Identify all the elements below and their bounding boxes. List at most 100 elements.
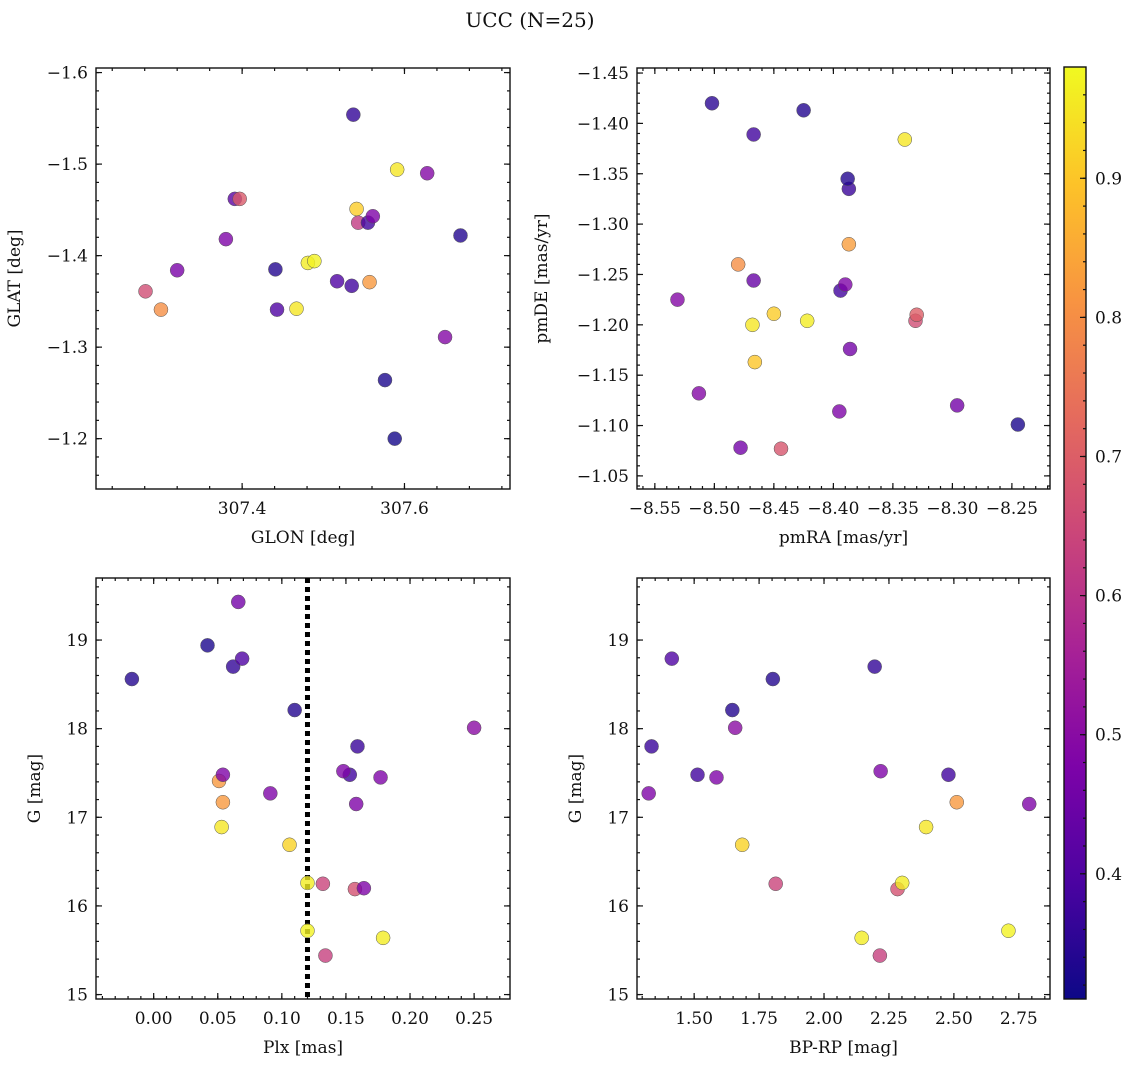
data-point [387, 431, 402, 446]
data-point [897, 132, 913, 147]
x-tick-label: −8.35 [867, 499, 919, 519]
data-point [138, 284, 153, 299]
data-point [300, 923, 315, 939]
colorbar-tick-label: 0.5 [1095, 726, 1122, 746]
y-tick-label: −1.45 [577, 64, 629, 84]
data-point [842, 341, 858, 357]
data-point [704, 96, 720, 111]
y-axis-label: GLAT [deg] [5, 229, 25, 327]
data-point [1001, 923, 1016, 939]
data-point [641, 786, 656, 801]
panel-plx-g: 0.00 0.05 0.10 0.15 0.20 0.25 15 16 17 18 19 Plx [m… [25, 577, 511, 1058]
data-point [377, 372, 393, 388]
data-point [389, 162, 405, 177]
data-point [727, 720, 743, 736]
y-tick-label: −1.6 [47, 64, 88, 84]
data-point [289, 301, 304, 316]
y-tick-label: −1.3 [47, 338, 88, 358]
data-point [872, 948, 888, 963]
colorbar-tick-label: 0.4 [1095, 865, 1122, 885]
data-point [153, 302, 169, 317]
data-point [918, 819, 934, 835]
data-point [215, 767, 231, 783]
panel-glon-glat: 307.4 307.6 −1.6 −1.5 −1.4 −1.3 −1.2 GLON [deg]… [5, 64, 511, 548]
y-axis-label: G [mag] [25, 754, 45, 823]
data-point [346, 107, 361, 122]
data-point [218, 231, 234, 247]
panel-pmra-pmde: −8.55 −8.50 −8.45 −8.40 −8.35 −8.30 −8.25 −1.45… [532, 64, 1051, 548]
data-point [348, 796, 364, 812]
data-point [466, 720, 482, 736]
data-point [437, 329, 453, 345]
data-point [336, 763, 351, 779]
x-tick-label: −8.25 [986, 499, 1038, 519]
y-tick-label: 19 [607, 631, 629, 651]
y-tick-label: −1.4 [47, 247, 88, 267]
data-point [124, 671, 140, 687]
colorbar-tick-label: 0.6 [1095, 587, 1122, 607]
y-tick-label: 17 [607, 808, 629, 828]
colorbar-tick-label: 0.9 [1095, 169, 1122, 189]
data-point [350, 739, 365, 754]
data-point [287, 702, 302, 718]
data-point [214, 819, 229, 835]
data-point [773, 441, 789, 456]
y-tick-label: 15 [607, 986, 629, 1006]
x-tick-label: 307.6 [380, 499, 429, 519]
data-point [949, 398, 965, 413]
data-point [269, 302, 285, 317]
x-axis-label: pmRA [mas/yr] [779, 528, 908, 548]
y-tick-label: −1.30 [577, 215, 629, 235]
y-tick-label: −1.05 [577, 467, 629, 487]
data-point [282, 837, 297, 853]
y-tick-label: 17 [66, 808, 88, 828]
y-tick-label: −1.35 [577, 165, 629, 185]
data-point [318, 948, 333, 963]
y-tick-label: −1.25 [577, 265, 629, 285]
data-point [1021, 796, 1037, 812]
x-axis-label: GLON [deg] [251, 528, 355, 548]
x-tick-label: −8.45 [748, 499, 800, 519]
colorbar-gradient [1064, 67, 1086, 999]
data-point [356, 880, 372, 896]
x-tick-label: −8.30 [926, 499, 978, 519]
data-point [765, 671, 781, 687]
x-axis-label: BP-RP [mag] [789, 1038, 898, 1058]
data-point [373, 770, 388, 785]
data-point [725, 702, 740, 718]
data-point [453, 228, 468, 243]
data-point [307, 253, 322, 269]
y-tick-label: 18 [607, 720, 629, 740]
data-point [746, 273, 761, 288]
data-point [747, 354, 763, 370]
y-tick-label: −1.2 [47, 430, 88, 450]
x-tick-label: 307.4 [218, 499, 267, 519]
data-point [746, 127, 761, 142]
data-point [419, 166, 435, 181]
colorbar-tick-label: 0.7 [1095, 447, 1122, 467]
data-point [329, 273, 345, 289]
data-point [796, 103, 811, 118]
x-tick-label: 2.50 [935, 1009, 973, 1029]
data-point [664, 651, 680, 666]
y-tick-label: −1.10 [577, 417, 629, 437]
data-point [200, 638, 215, 653]
x-axis-label: Plx [mas] [263, 1038, 343, 1058]
data-point [169, 263, 185, 278]
plot-frame [636, 577, 1051, 1000]
y-axis-label: G [mag] [566, 754, 586, 823]
data-point [215, 794, 231, 810]
y-tick-label: −1.20 [577, 316, 629, 336]
data-point [909, 307, 924, 323]
data-point [375, 930, 391, 946]
x-tick-label: 2.75 [1000, 1009, 1038, 1029]
y-axis-label: pmDE [mas/yr] [532, 213, 552, 343]
data-point [644, 739, 659, 754]
data-point [349, 201, 364, 217]
x-tick-label: 0.10 [263, 1009, 301, 1029]
data-point [873, 763, 888, 779]
data-point [733, 440, 748, 455]
data-point [799, 313, 815, 329]
data-point [730, 257, 746, 272]
